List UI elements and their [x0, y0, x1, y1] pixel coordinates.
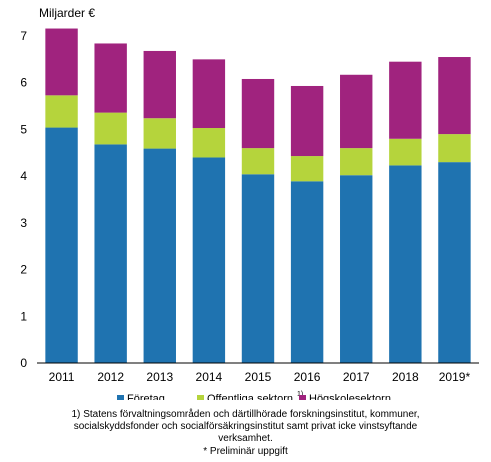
footnote-1-marker: 1): [71, 409, 81, 420]
bar-segment-1-2015: [241, 174, 275, 363]
legend-label: Offentliga sektorn: [207, 393, 293, 400]
y-tick-label: 7: [20, 29, 27, 43]
y-tick-label: 6: [20, 76, 27, 90]
x-tick-label: 2017: [343, 370, 370, 384]
bar-segment-1-2012: [94, 144, 127, 363]
x-tick-label: 2016: [294, 370, 321, 384]
bar-segment-2-2017: [340, 148, 373, 176]
legend-swatch: [197, 395, 204, 402]
bar-segment-1-2013: [143, 148, 176, 363]
bar-segment-3-2012: [94, 43, 127, 113]
x-tick-label: 2015: [245, 370, 272, 384]
legend-swatch: [299, 395, 306, 402]
bar-segment-3-2017: [340, 74, 373, 149]
bar-segment-1-2016: [290, 181, 324, 363]
legend-label: Företag: [127, 393, 165, 400]
bar-segment-2-2013: [143, 118, 176, 149]
x-axis-tick-labels: 2011 2012 2013 2014 2015 2016 2017 2018 2019*: [49, 370, 471, 384]
bar-segment-2-2019: [438, 134, 471, 163]
x-tick-label: 2014: [196, 370, 223, 384]
bar-segment-2-2016: [290, 156, 324, 182]
bar-segment-1-2011: [45, 127, 78, 363]
bar-segment-1-2017: [340, 175, 373, 363]
x-tick-label: 2013: [146, 370, 173, 384]
legend: Företag Offentliga sektorn 1) Högskolesekto…: [117, 391, 391, 405]
y-axis-label: Miljarder €: [39, 6, 95, 20]
y-axis-ticks: 0 1 2 3 4 5 6 7: [20, 29, 27, 370]
x-tick-label: 2018: [392, 370, 419, 384]
bars: [45, 28, 471, 363]
y-tick-label: 2: [20, 263, 27, 277]
y-tick-label: 0: [20, 356, 27, 370]
bar-segment-1-2019: [438, 162, 471, 363]
bar-segment-2-2011: [45, 95, 78, 128]
bar-segment-2-2012: [94, 112, 127, 145]
x-tick-label: 2011: [49, 370, 75, 384]
legend-footnote-marker: 1): [297, 391, 303, 398]
bar-segment-3-2018: [389, 61, 422, 139]
y-tick-label: 4: [20, 169, 27, 183]
footnote-1-text: Statens förvaltningsområden och därtillh…: [83, 409, 420, 420]
legend-label: Högskolesektorn: [309, 393, 391, 400]
x-tick-label: 2012: [97, 370, 124, 384]
bar-segment-1-2018: [389, 165, 422, 363]
bar-segment-2-2018: [389, 138, 422, 166]
bar-segment-1-2014: [192, 157, 226, 363]
footnote-3: verksamhet.: [218, 433, 273, 444]
footnote-4: * Preliminär uppgift: [203, 446, 288, 457]
bar-segment-3-2019: [438, 57, 471, 135]
footnote-2: socialskyddsfonder och socialförsäkrings…: [73, 421, 418, 432]
bar-segment-3-2011: [45, 28, 78, 96]
bar-segment-2-2014: [192, 128, 226, 158]
bar-segment-3-2016: [290, 85, 324, 157]
bar-segment-3-2015: [241, 78, 275, 149]
bar-segment-3-2014: [192, 59, 226, 129]
y-tick-label: 5: [20, 122, 27, 136]
x-tick-label: 2019*: [439, 370, 471, 384]
footnote-1: 1) Statens förvaltningsområden och därti…: [0, 409, 491, 421]
legend-swatch: [117, 395, 124, 402]
bar-segment-3-2013: [143, 50, 176, 119]
y-tick-label: 3: [20, 216, 27, 230]
bar-segment-2-2015: [241, 148, 275, 175]
y-tick-label: 1: [20, 309, 27, 323]
